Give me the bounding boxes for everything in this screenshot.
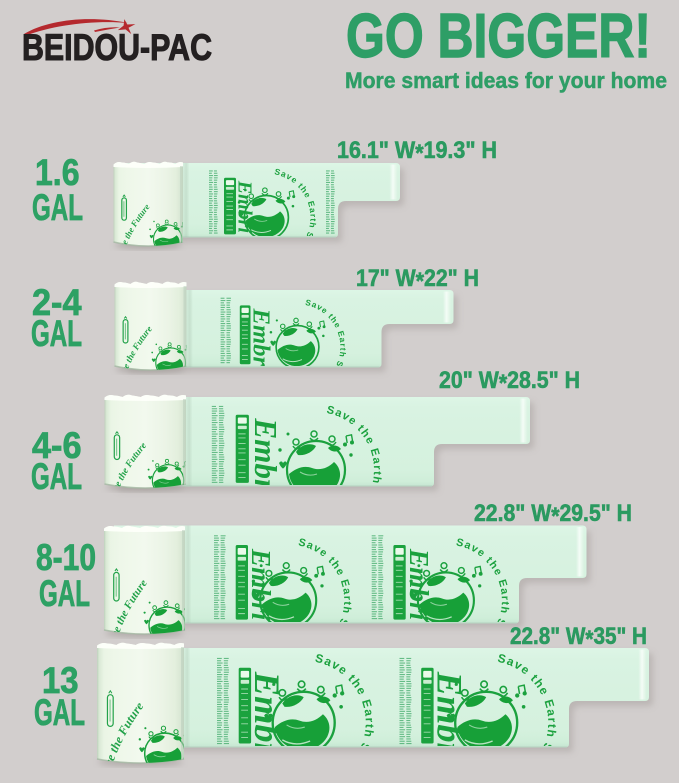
svg-text:Embri: Embri — [248, 417, 283, 500]
svg-text:Save the Earth S: Save the Earth S — [472, 298, 515, 369]
svg-text:Embri: Embri — [248, 307, 275, 373]
svg-text:Save the Earth S: Save the Earth S — [550, 404, 608, 500]
